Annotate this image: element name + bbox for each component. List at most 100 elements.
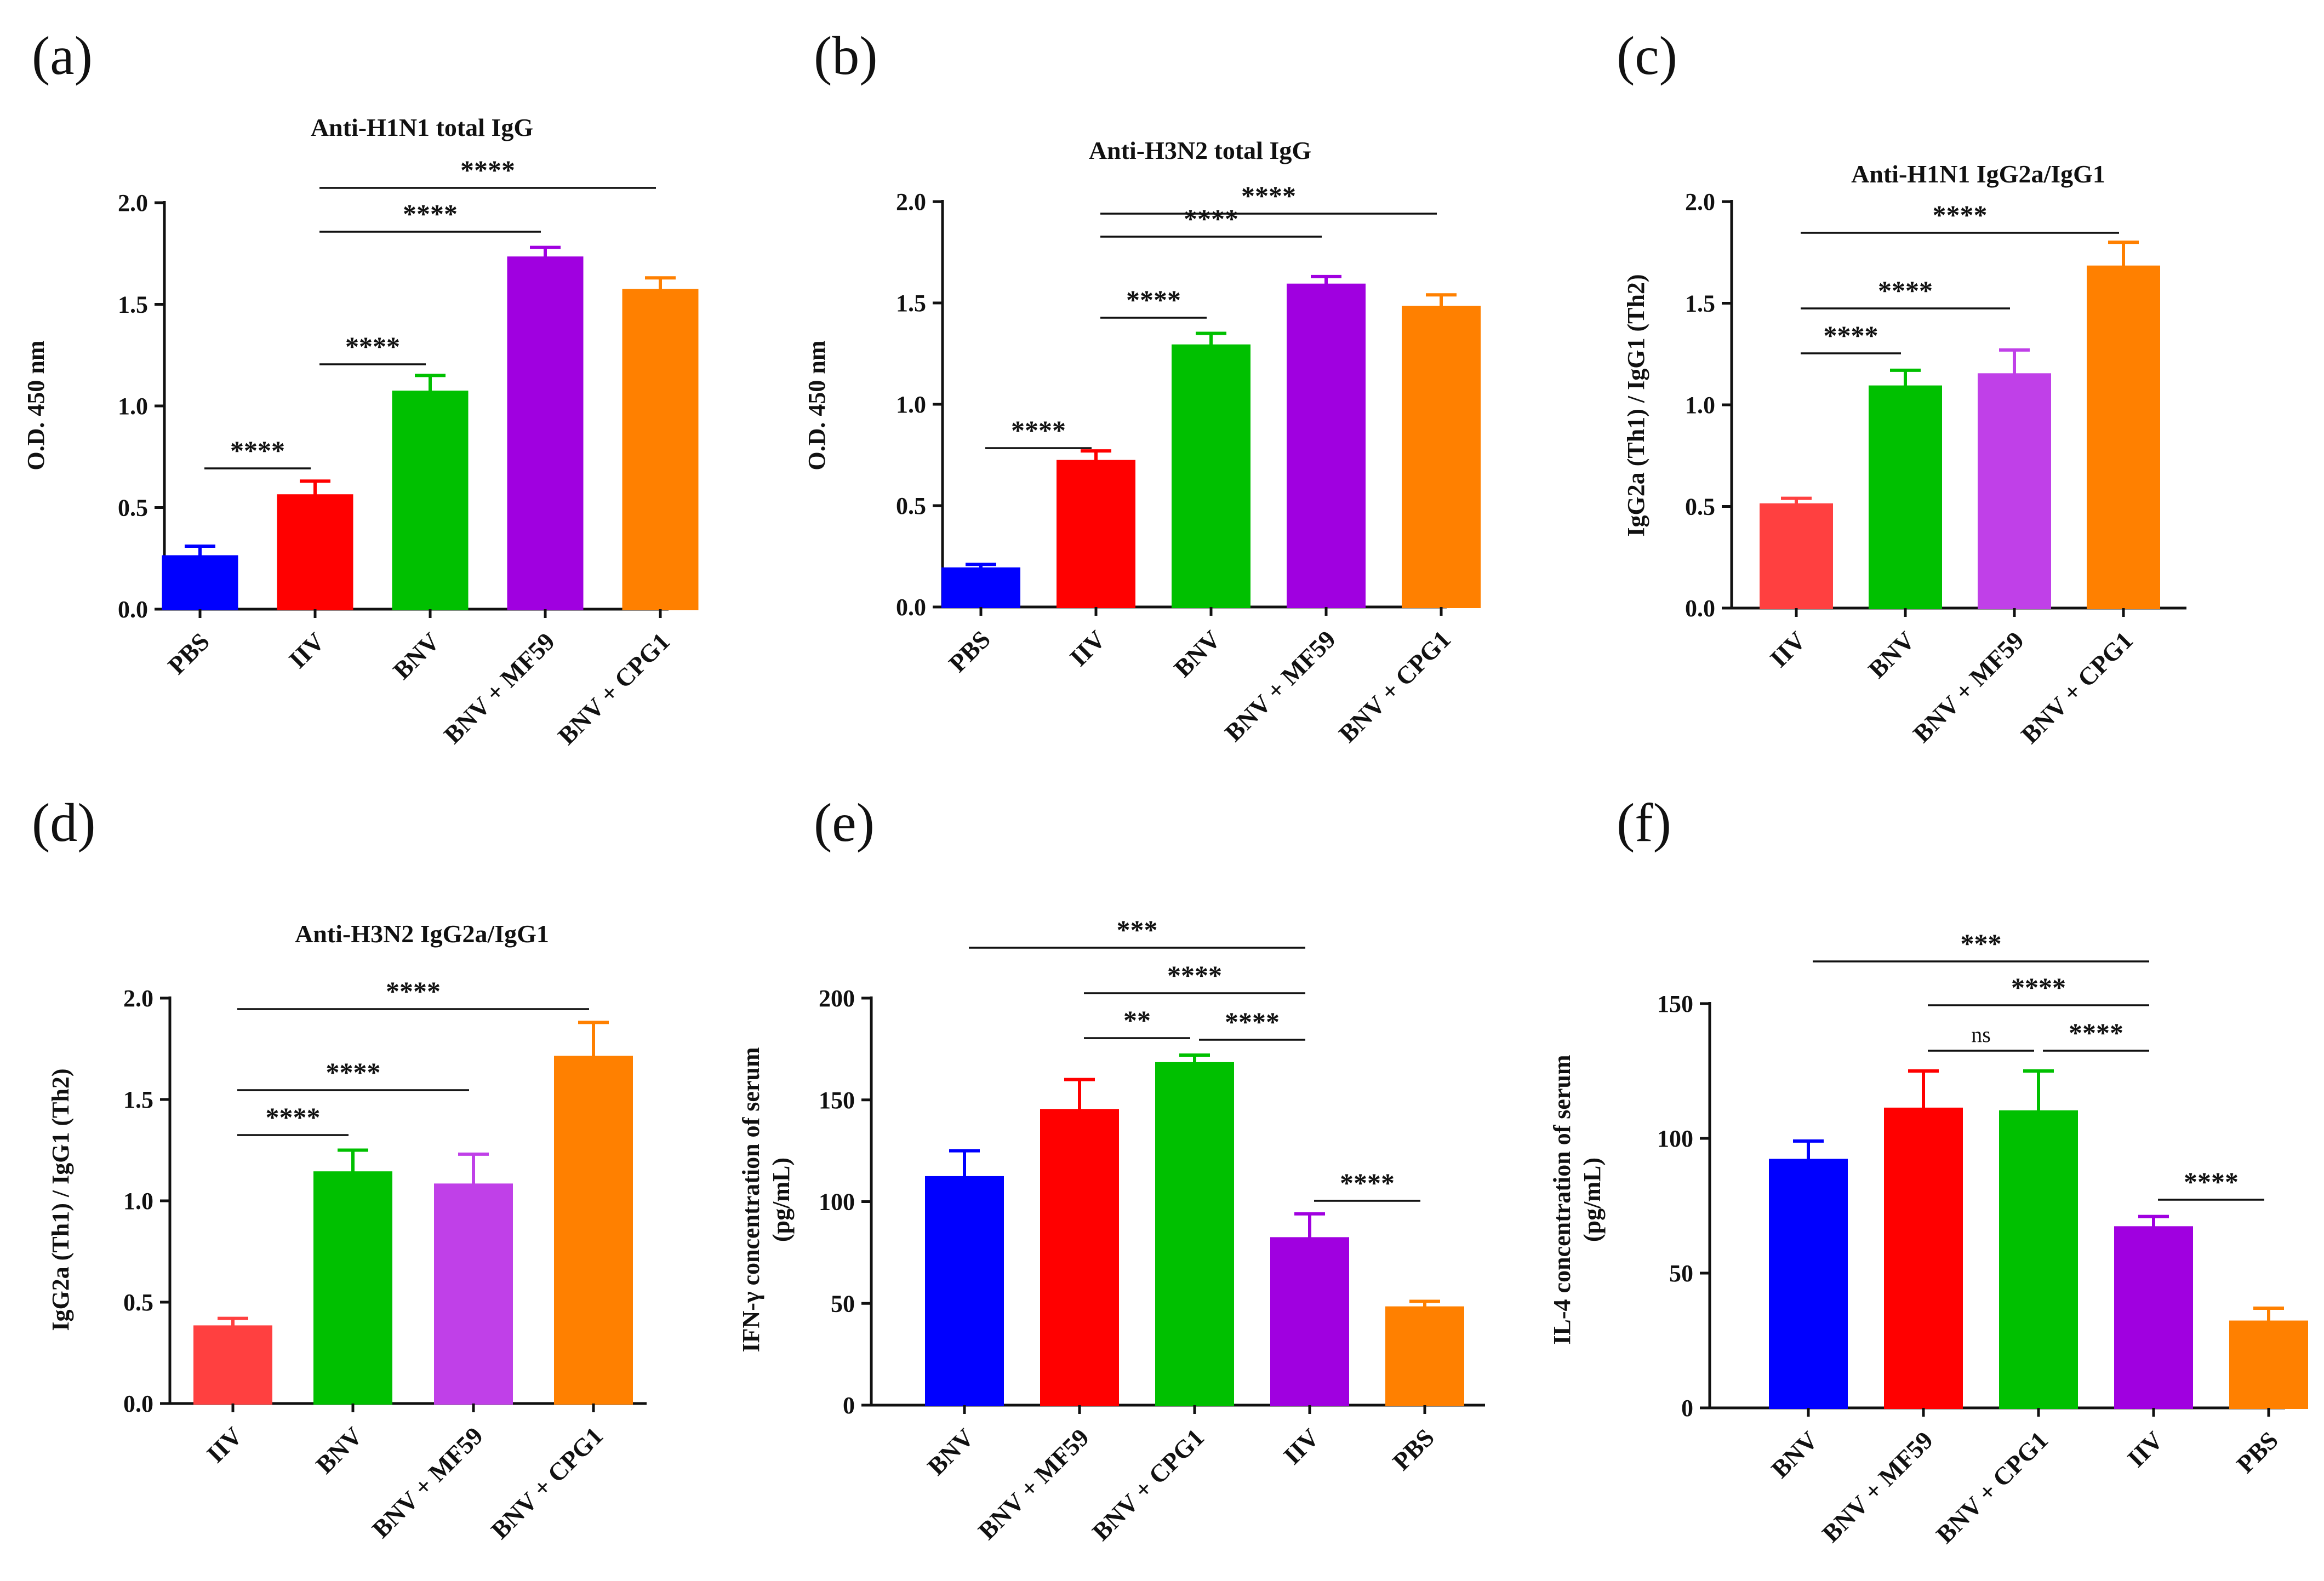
significance-label: **** xyxy=(1933,199,1988,230)
x-tick-label: BNV + MF59 xyxy=(973,1423,1094,1545)
significance-label: **** xyxy=(1184,203,1238,234)
chart-panel-5: (e) IFN-γ concentration of serum (pg/mL) 0 5… xyxy=(738,792,1485,1546)
chart-title: Anti-H1N1 IgG2a/IgG1 xyxy=(1851,160,2105,188)
bar xyxy=(392,391,469,611)
x-tick-label: BNV + MF59 xyxy=(367,1422,488,1543)
y-tick-label: 0 xyxy=(1681,1395,1693,1422)
x-tick-label: BNV + MF59 xyxy=(1817,1426,1938,1548)
y-axis-label-line: IL-4 concentration of serum xyxy=(1549,1055,1575,1344)
significance-label: **** xyxy=(2184,1166,2239,1197)
bar xyxy=(2087,265,2160,610)
y-tick-label: 0.5 xyxy=(1685,494,1715,520)
chart-title: Anti-H1N1 total IgG xyxy=(311,113,533,141)
y-axis-label-line: IFN-γ concentration of serum xyxy=(738,1047,764,1352)
significance-label: **** xyxy=(230,435,285,466)
significance-label: **** xyxy=(345,331,400,362)
x-tick-label: BNV xyxy=(1863,626,1920,684)
x-tick-label: BNV xyxy=(922,1423,979,1481)
y-tick-label: 2.0 xyxy=(1685,188,1715,215)
bar xyxy=(507,256,584,611)
significance-label: **** xyxy=(2011,972,2066,1003)
y-tick-label: 0.5 xyxy=(123,1289,153,1316)
x-tick-label: BNV xyxy=(1168,625,1226,683)
x-tick-label: BNV + CPG1 xyxy=(1333,625,1456,748)
y-tick-label: 0.5 xyxy=(896,492,926,519)
significance-label: **** xyxy=(1241,180,1296,211)
significance-label: **** xyxy=(1011,415,1066,445)
bar xyxy=(1884,1107,1963,1409)
y-tick-label: 50 xyxy=(1669,1260,1693,1287)
bar xyxy=(193,1325,272,1405)
bar xyxy=(162,555,238,610)
y-axis-label-line: IgG2a (Th1) / IgG1 (Th2) xyxy=(1623,274,1649,536)
y-axis-label-line: (pg/mL) xyxy=(1579,1158,1606,1242)
x-tick-label: IIV xyxy=(1278,1423,1324,1470)
bar xyxy=(1760,503,1833,609)
chart-panel-6: (f) IL-4 concentration of serum (pg/mL) 0 50… xyxy=(1549,792,2308,1549)
y-tick-label: 100 xyxy=(819,1189,855,1216)
y-tick-label: 100 xyxy=(1657,1125,1693,1152)
significance-label: **** xyxy=(1340,1167,1395,1198)
y-tick-label: 1.0 xyxy=(896,391,926,418)
y-tick-label: 0.0 xyxy=(1685,595,1715,622)
significance-label: **** xyxy=(403,198,458,229)
x-tick-label: BNV + MF59 xyxy=(1219,625,1341,747)
y-tick-label: 0.0 xyxy=(118,596,148,623)
x-tick-label: PBS xyxy=(943,625,996,678)
x-tick-label: IIV xyxy=(2122,1426,2168,1473)
x-tick-label: PBS xyxy=(2231,1426,2283,1479)
x-tick-label: BNV xyxy=(1766,1426,1823,1483)
y-tick-label: 2.0 xyxy=(118,190,148,216)
panel-letter: (e) xyxy=(814,792,875,853)
x-tick-label: BNV + MF59 xyxy=(1908,626,2029,748)
bar xyxy=(1270,1237,1349,1407)
x-tick-label: BNV + MF59 xyxy=(438,627,560,749)
x-tick-label: IIV xyxy=(1765,626,1811,673)
bar xyxy=(277,494,353,610)
panel-letter: (a) xyxy=(32,25,93,86)
significance-label: **** xyxy=(1225,1006,1280,1037)
panel-letter: (b) xyxy=(814,25,878,86)
y-tick-label: 1.5 xyxy=(896,290,926,317)
y-axis-label: IL-4 concentration of serum (pg/mL) xyxy=(1549,1055,1606,1344)
bar xyxy=(1769,1159,1848,1410)
bar xyxy=(1999,1110,2078,1410)
x-tick-label: IIV xyxy=(1064,625,1111,672)
bar xyxy=(554,1056,633,1405)
significance-label: **** xyxy=(1878,275,1933,306)
x-tick-label: PBS xyxy=(162,627,215,680)
significance-label: ** xyxy=(1123,1005,1151,1035)
chart-title: Anti-H3N2 IgG2a/IgG1 xyxy=(295,920,549,948)
y-axis-label: O.D. 450 nm xyxy=(803,340,830,470)
y-tick-label: 1.0 xyxy=(118,393,148,420)
x-tick-label: PBS xyxy=(1387,1423,1440,1476)
bar xyxy=(622,289,699,610)
y-axis-label: IgG2a (Th1) / IgG1 (Th2) xyxy=(47,1068,74,1331)
significance-label: **** xyxy=(2069,1017,2123,1048)
bar xyxy=(1172,344,1250,608)
y-tick-label: 1.5 xyxy=(123,1086,153,1113)
chart-panel-2: (b) Anti-H3N2 total IgG O.D. 450 nm 0.0 0.5 1… xyxy=(803,25,1481,748)
y-axis-label-line: O.D. 450 nm xyxy=(22,340,49,470)
significance-label: **** xyxy=(1167,960,1222,990)
significance-label: **** xyxy=(326,1057,381,1087)
x-tick-label: BNV + CPG1 xyxy=(552,627,675,750)
x-tick-label: BNV xyxy=(387,627,445,685)
y-tick-label: 2.0 xyxy=(123,985,153,1012)
bar xyxy=(1869,385,1942,609)
y-axis-label-line: (pg/mL) xyxy=(768,1158,795,1242)
x-tick-label: BNV + CPG1 xyxy=(1087,1423,1209,1546)
chart-panel-3: (c) Anti-H1N1 IgG2a/IgG1 IgG2a (Th1) / IgG… xyxy=(1617,25,2186,749)
y-tick-label: 1.0 xyxy=(1685,392,1715,419)
bar xyxy=(2114,1226,2193,1410)
panel-letter: (c) xyxy=(1617,25,1677,86)
chart-panel-4: (d) Anti-H3N2 IgG2a/IgG1 IgG2a (Th1) / IgG… xyxy=(32,792,647,1544)
x-tick-label: BNV xyxy=(310,1422,368,1479)
chart-panel-1: (a) Anti-H1N1 total IgG O.D. 450 nm 0.0 0.5 1… xyxy=(22,25,699,750)
y-tick-label: 1.5 xyxy=(118,291,148,318)
bar xyxy=(941,567,1020,608)
panel-letter: (f) xyxy=(1617,792,1671,853)
significance-label: ns xyxy=(1971,1022,1991,1047)
y-tick-label: 0.0 xyxy=(123,1390,153,1417)
